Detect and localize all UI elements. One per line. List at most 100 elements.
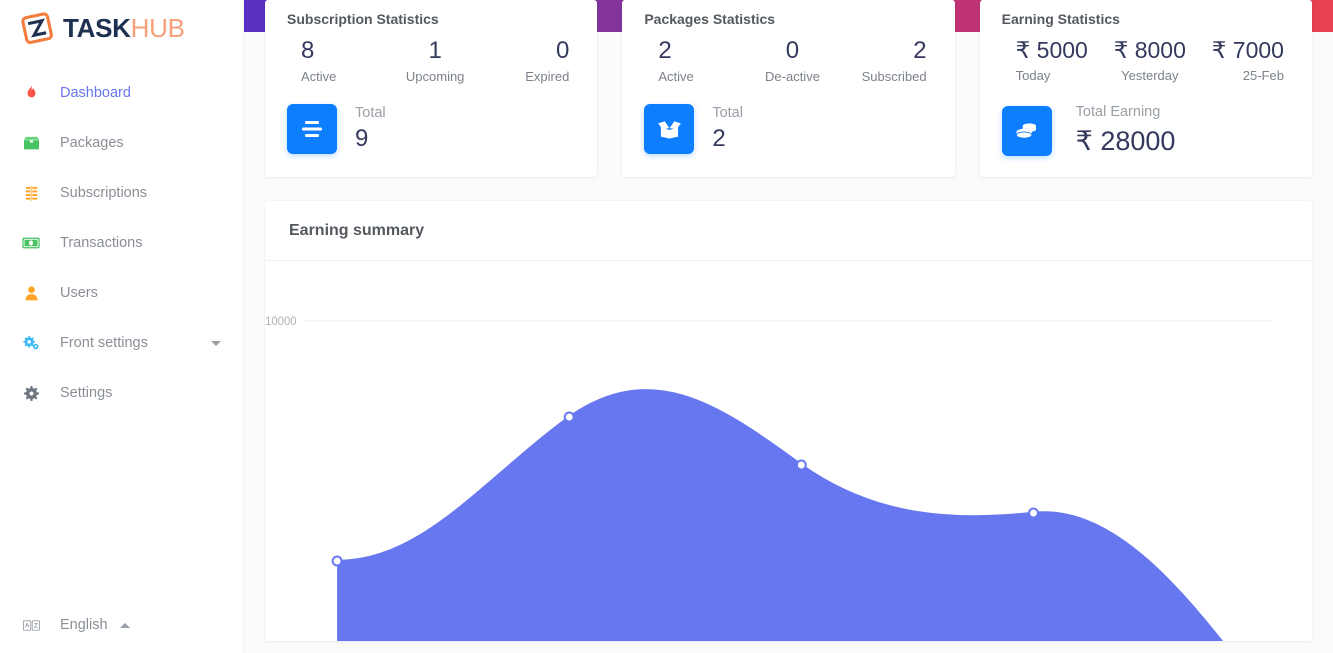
chart-point[interactable] — [795, 459, 807, 471]
chart-point[interactable] — [563, 411, 575, 423]
sidebar: TASKHUB Dashboard — [0, 0, 244, 653]
sidebar-item-transactions[interactable]: Transactions — [0, 218, 243, 268]
layers-icon — [18, 185, 44, 201]
card-total-row: Total 2 — [644, 104, 932, 155]
sidebar-item-front-settings[interactable]: Front settings — [0, 318, 243, 368]
page-title: Earning summary — [289, 221, 425, 239]
stat-label: De-active — [765, 68, 820, 84]
translate-icon: A Z — [18, 619, 44, 631]
stat-today: ₹ 5000 Today — [1002, 37, 1105, 83]
stat-value: 8 — [301, 37, 315, 64]
stat-expired: 0 Expired — [480, 37, 575, 84]
stat-value: ₹ 8000 — [1113, 37, 1186, 63]
card-total-meta: Total Earning ₹ 28000 — [1070, 103, 1176, 160]
stat-label: Upcoming — [405, 68, 465, 84]
cogs-icon — [18, 335, 44, 351]
stat-row: 2 Active 0 De-active 2 Subscribed — [644, 37, 932, 84]
chevron-down-icon[interactable] — [211, 340, 221, 346]
sidebar-item-label: Users — [60, 285, 98, 301]
stat-row: ₹ 5000 Today ₹ 8000 Yesterday ₹ 7000 25-… — [1002, 37, 1290, 83]
chart-point[interactable] — [331, 555, 343, 567]
card-subscription-statistics: Subscription Statistics 8 Active 1 Upcom… — [265, 0, 598, 178]
stat-value: ₹ 5000 — [1015, 37, 1088, 63]
svg-text:A: A — [24, 622, 29, 629]
brand-text-task: TASK — [63, 13, 131, 43]
stat-row: 8 Active 1 Upcoming 0 Expired — [287, 37, 575, 84]
stat-active: 2 Active — [644, 37, 747, 84]
sidebar-nav: Dashboard Packages — [0, 68, 243, 418]
brand-wordmark: TASKHUB — [63, 15, 185, 41]
sidebar-item-subscriptions[interactable]: Subscriptions — [0, 168, 243, 218]
card-total-row: Total 9 — [287, 104, 575, 155]
stat-active: 8 Active — [287, 37, 390, 84]
sidebar-item-label: Transactions — [60, 235, 143, 251]
stat-value: 2 — [658, 37, 672, 64]
sidebar-item-dashboard[interactable]: Dashboard — [0, 68, 243, 118]
card-total-value: 2 — [712, 125, 726, 153]
y-axis-tick-label: 10000 — [265, 316, 297, 328]
money-bill-icon — [18, 237, 44, 249]
language-label: English — [60, 617, 108, 633]
chevron-up-icon[interactable] — [119, 622, 130, 628]
coins-icon — [1001, 105, 1052, 156]
stat-yesterday: ₹ 8000 Yesterday — [1105, 37, 1194, 83]
sidebar-item-label: Settings — [60, 385, 113, 401]
sidebar-item-packages[interactable]: Packages — [0, 118, 243, 168]
card-packages-statistics: Packages Statistics 2 Active 0 De-active… — [622, 0, 955, 178]
chart-header: Earning summary — [265, 201, 1312, 262]
sidebar-item-label: Front settings — [60, 335, 148, 351]
sidebar-item-users[interactable]: Users — [0, 268, 243, 318]
statistics-cards-row: Subscription Statistics 8 Active 1 Upcom… — [244, 0, 1333, 178]
stat-label: 25-Feb — [1242, 67, 1284, 83]
stat-label: Active — [658, 68, 694, 84]
brand-logo[interactable]: TASKHUB — [0, 0, 243, 56]
chart-area-fill — [337, 390, 1253, 642]
stat-value: 2 — [913, 37, 927, 64]
card-total-row: Total Earning ₹ 28000 — [1001, 103, 1290, 160]
chart-body: 10000 — [265, 261, 1312, 642]
stat-deactive: 0 De-active — [748, 37, 837, 84]
stat-value: 0 — [555, 37, 570, 64]
card-total-meta: Total 9 — [355, 104, 386, 155]
open-box-icon — [644, 104, 695, 155]
accent-strip-purple — [594, 0, 627, 32]
sidebar-item-label: Packages — [60, 135, 124, 151]
sidebar-item-label: Subscriptions — [60, 185, 148, 201]
sidebar-item-label: Dashboard — [60, 85, 131, 101]
brand-text-hub: HUB — [130, 13, 185, 43]
card-earning-statistics: Earning Statistics ₹ 5000 Today ₹ 8000 Y… — [979, 0, 1312, 178]
sidebar-item-settings[interactable]: Settings — [0, 368, 243, 418]
stat-value: ₹ 7000 — [1211, 37, 1284, 63]
card-total-value: 9 — [355, 125, 369, 153]
list-align-icon — [287, 104, 337, 155]
gear-icon — [18, 385, 44, 401]
stat-label: Today — [1015, 67, 1051, 83]
stat-upcoming: 1 Upcoming — [390, 37, 479, 84]
card-total-label: Total — [355, 104, 386, 121]
user-icon — [18, 285, 44, 301]
stat-subscribed: 2 Subscribed — [837, 37, 932, 84]
card-title: Subscription Statistics — [287, 11, 439, 27]
card-total-label: Total Earning — [1075, 103, 1161, 120]
language-selector[interactable]: A Z English — [0, 597, 243, 653]
stat-value: 1 — [428, 37, 442, 64]
svg-text:Z: Z — [33, 622, 37, 629]
earning-area-chart[interactable]: 10000 — [265, 261, 1312, 642]
taskhub-logo-icon — [20, 10, 56, 46]
main-content: Subscription Statistics 8 Active 1 Upcom… — [244, 0, 1333, 653]
package-icon — [18, 136, 44, 151]
earning-summary-card: Earning summary 10000 — [265, 201, 1312, 642]
card-title: Earning Statistics — [1001, 11, 1120, 27]
stat-value: 0 — [785, 37, 800, 64]
card-title: Packages Statistics — [644, 11, 776, 27]
card-total-meta: Total 2 — [712, 104, 743, 155]
card-total-label: Total — [712, 104, 743, 121]
stat-label: Subscribed — [861, 68, 927, 84]
flame-icon — [18, 85, 44, 101]
stat-label: Expired — [525, 68, 570, 84]
chart-point[interactable] — [1028, 507, 1039, 519]
stat-label: Active — [301, 68, 337, 84]
card-total-value: ₹ 28000 — [1075, 126, 1176, 157]
stat-date: ₹ 7000 25-Feb — [1195, 37, 1290, 83]
